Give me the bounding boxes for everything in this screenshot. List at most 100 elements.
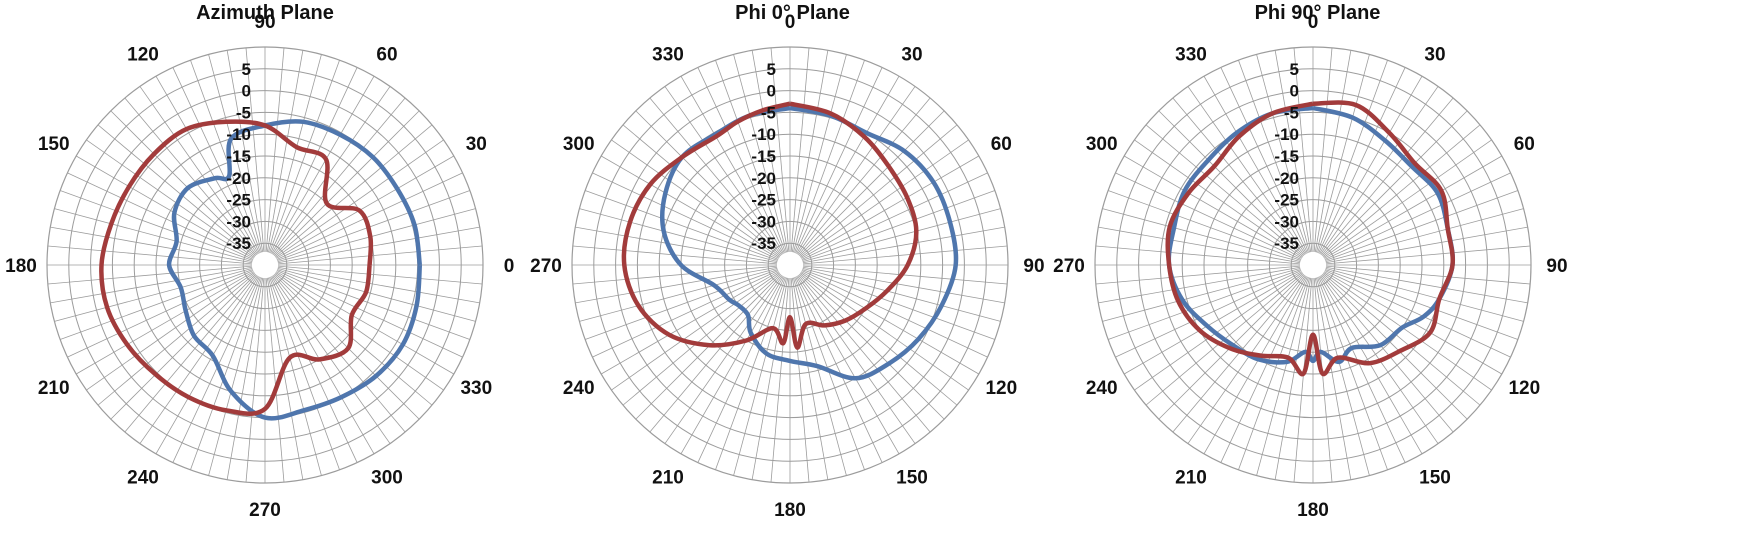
grid-spoke: [792, 277, 847, 476]
grid-spoke: [1098, 226, 1301, 264]
series-line: [1166, 105, 1456, 365]
grid-spoke: [208, 277, 263, 476]
grid-spoke: [277, 269, 470, 340]
grid-spoke: [1124, 271, 1302, 375]
grid-spoke: [270, 67, 358, 254]
grid-spoke: [76, 271, 254, 375]
grid-spoke: [97, 273, 256, 406]
grid-ring: [745, 220, 835, 310]
radial-tick-label: -10: [751, 125, 776, 144]
grid-spoke: [799, 124, 958, 257]
grid-spoke: [802, 269, 995, 340]
radial-tick-label: 5: [1290, 60, 1299, 79]
grid-ring: [1225, 177, 1401, 353]
radial-tick-label: -30: [1274, 212, 1299, 231]
angle-tick-label: 270: [530, 256, 562, 277]
grid-spoke: [86, 139, 255, 258]
grid-spoke: [622, 124, 781, 257]
grid-spoke: [245, 47, 265, 253]
grid-ring: [133, 133, 397, 397]
grid-spoke: [794, 60, 865, 253]
angle-tick-label: 300: [563, 134, 595, 155]
grid-spoke: [592, 172, 779, 260]
grid-spoke: [1325, 190, 1518, 261]
grid-spoke: [801, 270, 988, 358]
angle-tick-label: 300: [371, 467, 403, 488]
grid-ring: [1116, 68, 1510, 462]
grid-spoke: [585, 190, 778, 261]
angle-tick-label: 90: [1546, 256, 1567, 277]
grid-ring: [636, 111, 944, 419]
radial-tick-label: -10: [1274, 125, 1299, 144]
grid-ring: [1268, 220, 1358, 310]
grid-ring: [1094, 46, 1532, 484]
angle-tick-label: 0: [1308, 12, 1319, 33]
grid-spoke: [267, 277, 322, 476]
grid-spoke: [715, 60, 786, 253]
grid-spoke: [276, 172, 463, 260]
grid-spoke: [1315, 277, 1370, 476]
grid-spoke: [60, 190, 253, 261]
grid-spoke: [1313, 277, 1333, 483]
grid-spoke: [273, 110, 420, 257]
grid-spoke: [1325, 269, 1518, 340]
grid-spoke: [794, 277, 865, 470]
radial-tick-label: -25: [751, 191, 776, 210]
angle-tick-label: 120: [985, 378, 1017, 399]
radial-tick-label: -25: [1274, 191, 1299, 210]
grid-spoke: [798, 274, 931, 433]
grid-spoke: [277, 266, 480, 304]
grid-spoke: [50, 266, 253, 304]
grid-spoke: [1313, 47, 1333, 253]
grid-spoke: [797, 275, 916, 444]
grid-spoke: [1158, 110, 1305, 257]
angle-tick-label: 120: [1508, 378, 1540, 399]
radial-tick-label: -30: [751, 212, 776, 231]
grid-ring: [593, 68, 987, 462]
grid-spoke: [802, 266, 1005, 304]
grid-ring: [199, 199, 331, 331]
grid-spoke: [124, 274, 257, 433]
angle-tick-label: 240: [1086, 378, 1118, 399]
angle-tick-label: 60: [1514, 134, 1535, 155]
grid-spoke: [680, 76, 784, 254]
grid-spoke: [649, 97, 782, 256]
grid-spoke: [271, 276, 375, 454]
grid-spoke: [124, 97, 257, 256]
grid-spoke: [1325, 208, 1524, 263]
grid-spoke: [1321, 273, 1468, 420]
grid-spoke: [751, 277, 789, 480]
angle-tick-label: 150: [896, 467, 928, 488]
grid-spoke: [800, 272, 969, 391]
grid-spoke: [715, 277, 786, 470]
grid-spoke: [76, 155, 254, 259]
grid-spoke: [1293, 47, 1313, 253]
grid-ring: [767, 242, 813, 288]
angle-tick-label: 180: [5, 256, 37, 277]
grid-spoke: [611, 139, 780, 258]
grid-spoke: [751, 50, 789, 253]
angle-tick-label: 270: [1053, 256, 1085, 277]
grid-ring: [615, 90, 965, 440]
angle-tick-label: 0: [504, 256, 515, 277]
grid-spoke: [1124, 155, 1302, 259]
grid-ring: [702, 177, 878, 353]
grid-spoke: [270, 276, 358, 463]
angle-tick-label: 300: [1086, 134, 1118, 155]
grid-spoke: [277, 265, 483, 285]
grid-spoke: [680, 276, 784, 454]
grid-ring: [177, 177, 353, 353]
grid-spoke: [802, 245, 1008, 265]
grid-spoke: [579, 208, 778, 263]
grid-ring: [658, 133, 922, 397]
grid-ring: [571, 46, 1009, 484]
grid-spoke: [798, 273, 945, 420]
grid-spoke: [226, 277, 264, 480]
grid-spoke: [110, 110, 257, 257]
radial-tick-label: -35: [226, 234, 251, 253]
grid-spoke: [266, 277, 304, 480]
grid-spoke: [611, 272, 780, 391]
grid-spoke: [802, 226, 1005, 264]
radial-tick-label: -5: [1284, 103, 1299, 122]
radial-tick-label: 0: [1290, 82, 1299, 101]
